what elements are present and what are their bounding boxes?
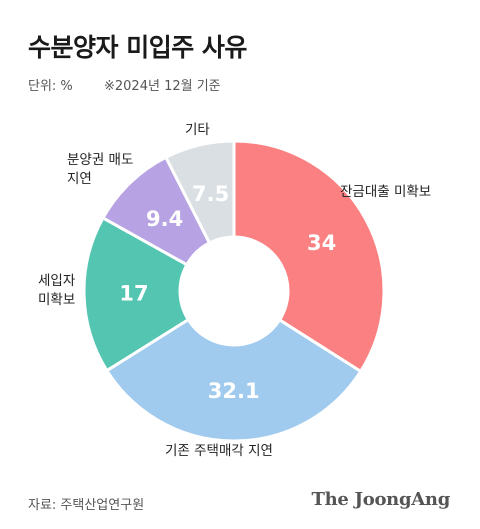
slice-label-1: 기존 주택매각 지연 bbox=[165, 443, 273, 459]
data-label-1: 32.1 bbox=[208, 379, 260, 403]
brand-logo: The JoongAng bbox=[311, 489, 451, 510]
data-label-0: 34 bbox=[307, 231, 336, 255]
donut-slice-0 bbox=[232, 139, 386, 373]
slice-label-4: 기타 bbox=[185, 122, 210, 138]
date-note: ※2024년 12월 기준 bbox=[104, 79, 221, 94]
slice-label-0: 잔금대출 미확보 bbox=[340, 184, 432, 200]
donut-slice-1 bbox=[105, 318, 363, 443]
data-label-3: 9.4 bbox=[146, 207, 183, 231]
slice-label-2: 세입자 미확보 bbox=[38, 273, 76, 308]
chart-title: 수분양자 미입주 사유 bbox=[28, 33, 247, 62]
donut-slice-4 bbox=[164, 139, 236, 245]
data-label-4: 7.5 bbox=[192, 182, 229, 206]
donut-slice-2 bbox=[82, 216, 190, 373]
source-note: 자료: 주택산업연구원 bbox=[28, 498, 145, 513]
data-label-2: 17 bbox=[119, 282, 148, 306]
unit-label: 단위: % bbox=[28, 79, 73, 94]
slice-label-3: 분양권 매도 지연 bbox=[67, 152, 134, 187]
